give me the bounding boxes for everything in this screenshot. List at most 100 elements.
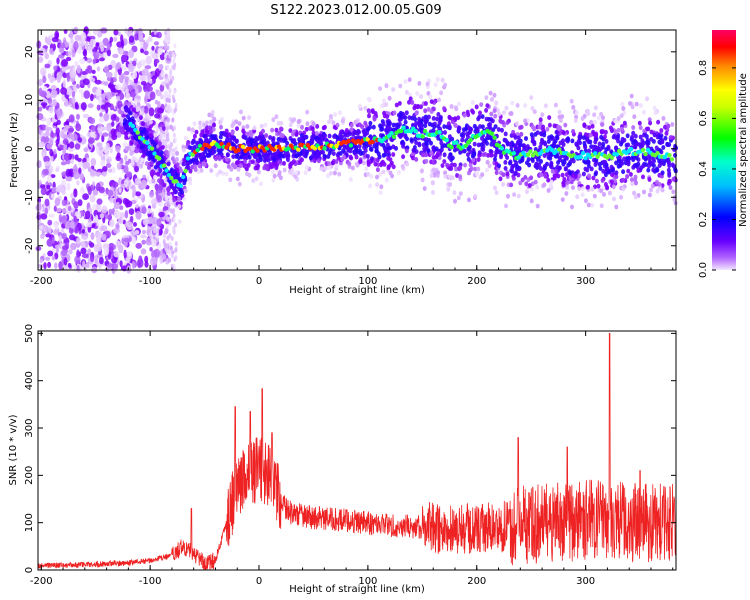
- spectrogram-cell: [137, 61, 142, 69]
- spectrogram-cell: [472, 141, 477, 147]
- spectrogram-cell: [183, 135, 188, 141]
- spectrogram-cell: [442, 124, 447, 129]
- spectrogram-cell: [172, 225, 176, 231]
- spectrogram-cell: [115, 201, 120, 208]
- spectrogram-cell: [574, 114, 579, 120]
- spectrogram-cell: [61, 245, 69, 251]
- spectrogram-cell: [95, 203, 101, 212]
- spectrogram-cell: [466, 152, 470, 158]
- spectrogram-cell: [210, 150, 215, 156]
- spectrogram-cell: [274, 127, 279, 133]
- spectrogram-cell: [327, 161, 332, 166]
- spectrogram-cell: [254, 135, 259, 141]
- spectrogram-ridge-point: [195, 147, 200, 153]
- snr-y-tick-label: 0: [24, 567, 35, 573]
- spectrogram-cell: [651, 156, 656, 162]
- spectrogram-cell: [105, 156, 112, 164]
- spectrogram-cell: [147, 36, 153, 43]
- spectrogram-cell: [586, 163, 591, 169]
- spectrogram-cell: [209, 119, 214, 125]
- spectrogram-cell: [410, 100, 415, 105]
- spectrogram-cell: [524, 136, 528, 141]
- spectrogram-cell: [637, 142, 642, 148]
- spectrogram-cell: [134, 98, 138, 104]
- spectrogram-cell: [571, 158, 576, 164]
- spectrogram-cell: [480, 146, 485, 152]
- spectrogram-cell: [133, 222, 137, 227]
- spectrogram-cell: [282, 161, 286, 166]
- spectrogram-cell: [426, 107, 431, 112]
- spectrogram-cell: [91, 69, 96, 74]
- spectrogram-cell: [520, 155, 525, 161]
- spectrogram-cell: [503, 131, 508, 137]
- spectrogram-cell: [671, 176, 676, 182]
- spectrogram-cell: [463, 162, 468, 168]
- spectrogram-cell: [642, 132, 647, 138]
- spectrogram-cell: [585, 108, 590, 114]
- spectrogram-cell: [539, 141, 544, 147]
- spectrogram-cell: [174, 102, 178, 108]
- spectrogram-cell: [43, 262, 47, 270]
- spectrogram-cell: [660, 170, 665, 176]
- spectrogram-cell: [117, 125, 124, 134]
- spectrogram-cell: [53, 122, 58, 127]
- spectrogram-cell: [48, 213, 55, 218]
- spectrogram-cell: [465, 109, 470, 115]
- spectrogram-cell: [547, 122, 552, 128]
- spectrogram-cell: [371, 124, 376, 130]
- spectrogram-cell: [513, 170, 518, 176]
- spectrogram-cell: [151, 52, 158, 60]
- spectrogram-cell: [452, 162, 457, 168]
- spectrogram-cell: [90, 157, 97, 167]
- spectrogram-cell: [128, 35, 135, 43]
- colorbar-tick-label: 0.8: [698, 60, 709, 76]
- spectrogram-cell: [363, 120, 368, 126]
- spectrogram-cell: [365, 130, 370, 136]
- spectrogram-cell: [503, 138, 508, 143]
- spectrogram-cell: [70, 38, 74, 44]
- spectrogram-cell: [158, 168, 163, 173]
- spectrogram-cell: [583, 198, 588, 204]
- spectrogram-cell: [54, 30, 60, 40]
- spectrogram-cell: [124, 155, 128, 162]
- spectrogram-cell: [62, 265, 69, 270]
- spectrogram-cell: [429, 99, 434, 104]
- spectrogram-cell: [508, 141, 513, 147]
- spectrogram-cell: [228, 137, 233, 143]
- spectrogram-cell: [659, 128, 664, 133]
- spectrogram-cell: [101, 205, 108, 214]
- spectrogram-ridge-point: [449, 145, 454, 150]
- spectrogram-cell: [230, 130, 235, 136]
- spectrogram-cell: [76, 265, 80, 271]
- spectrogram-cell: [581, 171, 586, 177]
- spectrogram-cell: [494, 190, 499, 196]
- spectrogram-cell: [379, 184, 384, 190]
- spectrogram-cell: [144, 130, 149, 136]
- spectrogram-cell: [593, 119, 597, 125]
- spectrogram-cell: [516, 193, 521, 199]
- spectrogram-cell: [638, 103, 643, 108]
- spectrogram-cell: [583, 145, 588, 150]
- spectrogram-cell: [591, 144, 596, 150]
- spectrogram-cell: [609, 164, 614, 170]
- spectrogram-cell: [61, 59, 69, 67]
- spectrogram-cell: [177, 204, 182, 209]
- spectrogram-cell: [647, 163, 651, 169]
- spectrogram-cell: [46, 175, 53, 182]
- spectrogram-cell: [45, 127, 53, 131]
- spectrogram-cell: [46, 143, 53, 150]
- spectrogram-cell: [116, 95, 121, 101]
- spectrogram-cell: [381, 142, 386, 148]
- spectrogram-cell: [158, 228, 163, 236]
- spectrogram-cell: [48, 226, 52, 234]
- spectrogram-cell: [548, 183, 553, 189]
- spectrogram-cell: [143, 118, 149, 123]
- spectrogram-cell: [354, 161, 359, 167]
- spectrogram-ridge-point: [511, 151, 516, 156]
- spectrogram-cell: [333, 112, 338, 117]
- spectrogram-cell: [95, 214, 99, 224]
- spectrogram-cell: [64, 65, 71, 70]
- spectrogram-cell: [172, 197, 177, 203]
- spectrogram-cell: [431, 106, 436, 112]
- spectrogram-cell: [84, 68, 89, 75]
